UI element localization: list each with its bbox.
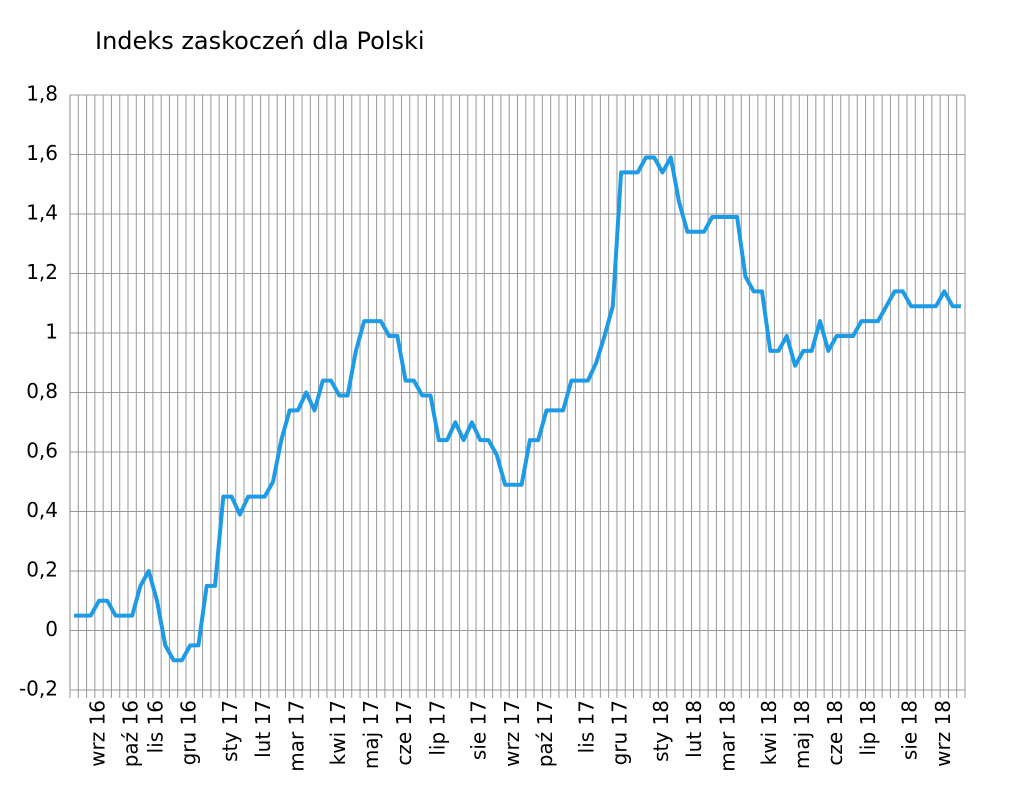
x-tick-label: sty 18 (649, 700, 673, 762)
chart-title: Indeks zaskoczeń dla Polski (95, 27, 425, 55)
x-tick-label: maj 17 (359, 700, 383, 769)
x-tick-label: kwi 18 (757, 700, 781, 765)
x-tick-label: sie 18 (898, 700, 922, 760)
x-tick-label: gru 16 (177, 700, 201, 765)
data-line (74, 155, 961, 663)
x-tick-label: lut 18 (682, 700, 706, 758)
x-tick-label: gru 17 (608, 700, 632, 765)
x-tick-label: kwi 17 (326, 700, 350, 765)
x-tick-label: wrz 18 (931, 700, 955, 767)
y-tick-label: 1,4 (26, 201, 58, 225)
y-tick-label: 0 (45, 617, 58, 641)
x-tick-label: lis 16 (144, 700, 168, 753)
x-tick-label: lis 17 (574, 700, 598, 753)
x-tick-label: paź 16 (119, 700, 143, 767)
x-tick-label: wrz 17 (500, 700, 524, 767)
x-tick-label: mar 17 (284, 700, 308, 772)
x-tick-label: maj 18 (790, 700, 814, 769)
y-tick-label: -0,2 (19, 677, 58, 701)
x-tick-label: lip 17 (425, 700, 449, 756)
y-tick-label: 1,6 (26, 141, 58, 165)
x-tick-label: lut 17 (251, 700, 275, 758)
y-tick-label: 0,4 (26, 498, 58, 522)
x-tick-label: lip 18 (856, 700, 880, 756)
y-tick-label: 1,8 (26, 82, 58, 106)
y-tick-label: 1 (45, 320, 58, 344)
x-tick-label: wrz 16 (86, 700, 110, 767)
x-tick-label: cze 17 (392, 700, 416, 766)
y-tick-label: 1,2 (26, 260, 58, 284)
y-tick-label: 0,6 (26, 439, 58, 463)
x-tick-label: mar 18 (715, 700, 739, 772)
x-tick-label: sty 17 (218, 700, 242, 762)
x-tick-label: sie 17 (467, 700, 491, 760)
x-tick-label: paź 17 (533, 700, 557, 767)
y-tick-label: 0,2 (26, 558, 58, 582)
x-tick-label: cze 18 (823, 700, 847, 766)
y-tick-label: 0,8 (26, 379, 58, 403)
